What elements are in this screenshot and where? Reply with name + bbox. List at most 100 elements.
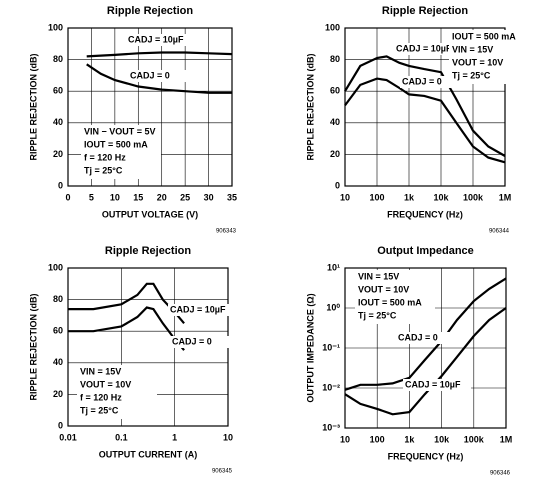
label-bg [126,34,194,46]
x-axis-label: OUTPUT CURRENT (A) [99,449,198,459]
y-tick-label: 40 [330,117,340,127]
x-tick-label: 10 [223,432,233,442]
chart-title: Output Impedance [377,245,474,257]
annotation: VIN = 15V [80,366,121,376]
x-tick-label: 0.01 [59,432,77,442]
chart-title: Ripple Rejection [105,245,191,257]
x-axis-label: OUTPUT VOLTAGE (V) [102,209,198,219]
annotation: f = 120 Hz [80,392,122,402]
chart-title: Ripple Rejection [382,5,468,17]
plot-frame [67,27,233,187]
annotation: Tj = 25°C [84,165,123,175]
y-tick-label: 0 [58,420,63,430]
x-tick-label: 100 [370,434,385,444]
x-tick-label: 10 [110,192,120,202]
x-tick-label: 35 [227,192,237,202]
annotation: Tj = 25°C [358,310,397,320]
y-tick-label: 10¹ [327,262,340,272]
label-bg [403,379,471,391]
label-bg [170,336,238,348]
x-tick-label: 10k [434,434,450,444]
annotation: f = 120 Hz [84,152,126,162]
x-tick-label: 1 [172,432,177,442]
y-tick-label: 100 [325,22,340,32]
y-tick-label: 60 [53,86,63,96]
plot-frame [344,27,506,187]
series-line [86,51,233,58]
x-tick-label: 1M [499,192,512,202]
y-tick-label: 20 [53,389,63,399]
figure-code: 906345 [212,469,233,475]
y-tick-label: 80 [53,294,63,304]
y-tick-label: 40 [53,117,63,127]
y-tick-label: 0 [335,180,340,190]
annotation: IOUT = 500 mA [452,31,516,41]
series-label: CADJ = 10µF [396,43,452,53]
x-tick-label: 15 [133,192,143,202]
series-line [344,277,507,391]
x-axis-label: FREQUENCY (Hz) [387,209,463,219]
annotation: Tj = 25°C [80,405,119,415]
series-line [344,307,507,416]
y-tick-label: 10⁻¹ [322,342,340,352]
y-axis-label: RIPPLE REJECTION (dB) [305,53,315,160]
y-tick-label: 40 [53,357,63,367]
x-tick-label: 20 [157,192,167,202]
label-bg [396,332,464,344]
annotation: VOUT = 10V [452,57,503,67]
y-tick-label: 0 [58,180,63,190]
annotation: VOUT = 10V [80,379,131,389]
y-tick-label: 80 [53,54,63,64]
x-tick-label: 1M [500,434,513,444]
annotation: Tj = 25°C [452,70,491,80]
x-axis-label: FREQUENCY (Hz) [388,451,464,461]
label-bg [128,70,196,82]
series-line [344,55,506,157]
x-tick-label: 1k [404,434,415,444]
y-tick-label: 10⁻³ [322,422,340,432]
y-axis-label: RIPPLE REJECTION (dB) [28,293,38,400]
annotation: VIN = 15V [358,271,399,281]
y-axis-label: RIPPLE REJECTION (dB) [28,53,38,160]
series-line [68,282,185,325]
series-label: CADJ = 10µF [170,304,226,314]
chart-title: Ripple Rejection [107,5,193,17]
y-tick-label: 60 [53,326,63,336]
y-tick-label: 80 [330,54,340,64]
series-label: CADJ = 10µF [405,379,461,389]
figure-code: 906344 [489,229,510,235]
y-tick-label: 100 [48,262,63,272]
x-tick-label: 0 [65,192,70,202]
series-line [68,306,185,351]
x-tick-label: 1k [404,192,415,202]
figure-code: 906343 [216,229,237,235]
series-label: CADJ = 0 [130,70,170,80]
series-label: CADJ = 0 [402,76,442,86]
x-tick-label: 100k [463,192,484,202]
x-tick-label: 10k [433,192,449,202]
y-tick-label: 10⁰ [326,302,340,312]
y-tick-label: 10⁻² [322,382,340,392]
y-tick-label: 20 [330,149,340,159]
label-bg [394,43,462,55]
annotation: IOUT = 500 mA [358,297,422,307]
annotation: VOUT = 10V [358,284,409,294]
annotation: VIN − VOUT = 5V [84,126,156,136]
x-tick-label: 100k [464,434,485,444]
x-tick-label: 10 [340,192,350,202]
series-label: CADJ = 10µF [128,34,184,44]
series-label: CADJ = 0 [398,332,438,342]
annotation: VIN = 15V [452,44,493,54]
x-tick-label: 100 [369,192,384,202]
series-label: CADJ = 0 [172,336,212,346]
y-tick-label: 60 [330,86,340,96]
x-tick-label: 30 [204,192,214,202]
x-tick-label: 5 [89,192,94,202]
x-tick-label: 25 [180,192,190,202]
y-axis-label: OUTPUT IMPEDANCE (Ω) [305,293,315,402]
annotation-bg [77,365,157,419]
figure-code: 906346 [490,471,511,477]
series-line [86,63,232,94]
x-tick-label: 10 [340,434,350,444]
